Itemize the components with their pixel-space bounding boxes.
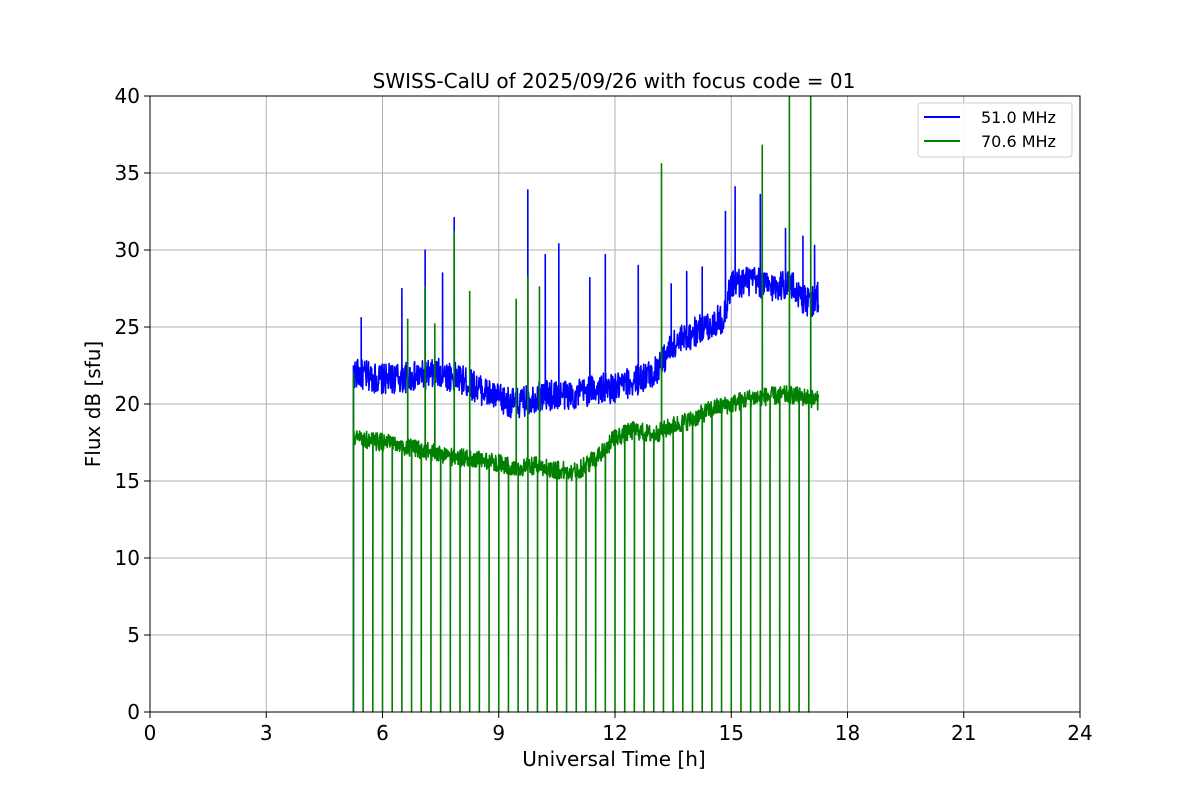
y-tick-label: 35: [115, 161, 140, 185]
y-tick-label: 5: [127, 623, 140, 647]
axis-ticks: 0 3 6 9 12 15 18 21 24 0 5 10 15 20 25 30 35 40: [115, 84, 1093, 745]
legend: 51.0 MHz 70.6 MHz: [917, 102, 1073, 158]
y-tick-label: 30: [115, 238, 140, 262]
x-tick-label: 12: [602, 721, 627, 745]
legend-label-70mhz: 70.6 MHz: [981, 132, 1056, 151]
y-tick-label: 10: [115, 546, 140, 570]
x-axis-label: Universal Time [h]: [522, 747, 705, 771]
y-axis-label: Flux dB [sfu]: [81, 341, 105, 467]
y-tick-label: 25: [115, 315, 140, 339]
y-tick-label: 20: [115, 392, 140, 416]
legend-label-51mhz: 51.0 MHz: [981, 108, 1056, 127]
y-tick-label: 15: [115, 469, 140, 493]
x-tick-label: 21: [951, 721, 976, 745]
x-tick-label: 0: [144, 721, 157, 745]
y-tick-label: 40: [115, 84, 140, 108]
x-tick-label: 6: [376, 721, 389, 745]
x-tick-label: 3: [260, 721, 273, 745]
x-tick-label: 18: [835, 721, 860, 745]
chart-title: SWISS-CalU of 2025/09/26 with focus code…: [373, 69, 856, 93]
plot-lines: [352, 95, 820, 713]
y-tick-label: 0: [127, 700, 140, 724]
x-tick-label: 9: [492, 721, 505, 745]
series-line-1: [352, 95, 820, 713]
x-tick-label: 24: [1067, 721, 1092, 745]
x-tick-label: 15: [719, 721, 744, 745]
series-line-0: [352, 186, 820, 713]
